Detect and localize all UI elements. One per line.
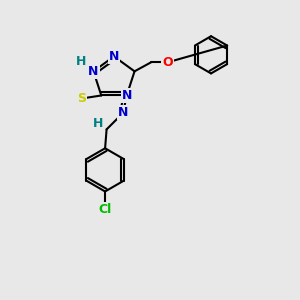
Text: S: S — [77, 92, 86, 105]
Text: Cl: Cl — [98, 203, 112, 216]
Text: O: O — [162, 56, 173, 69]
Text: H: H — [92, 118, 103, 130]
Text: N: N — [88, 65, 99, 78]
Text: N: N — [118, 106, 128, 119]
Text: N: N — [122, 89, 132, 102]
Text: H: H — [76, 55, 86, 68]
Text: N: N — [109, 50, 119, 63]
